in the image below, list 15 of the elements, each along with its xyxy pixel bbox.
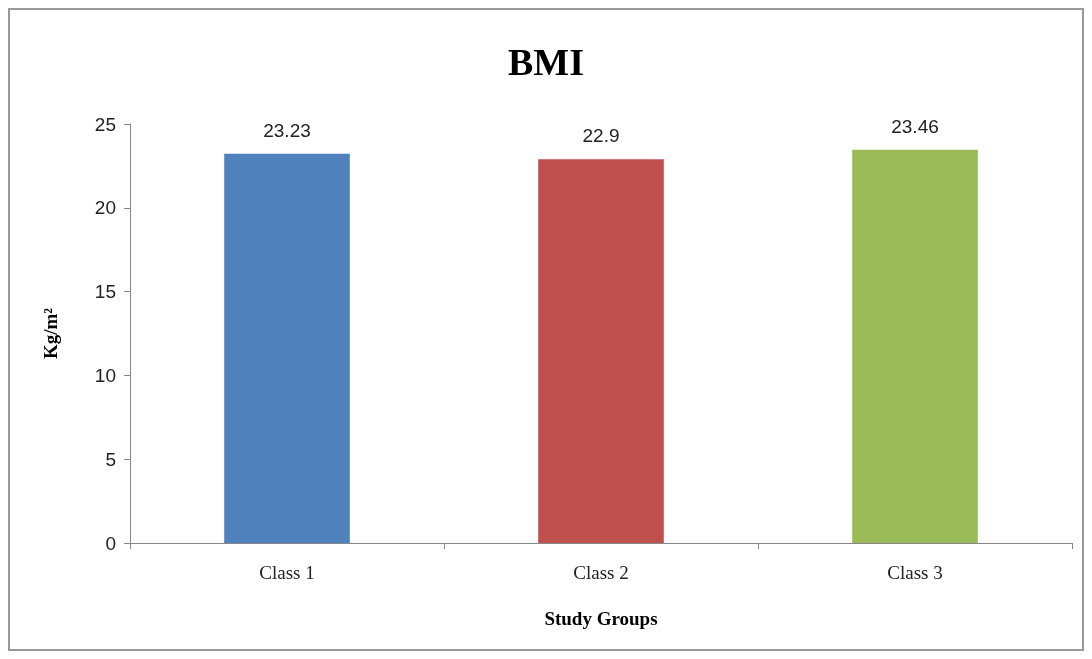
data-label: 22.9 bbox=[582, 125, 620, 147]
x-tick-label: Class 1 bbox=[259, 562, 315, 583]
y-axis-title: Kg/m² bbox=[40, 307, 61, 360]
chart-title: BMI bbox=[508, 41, 584, 83]
y-tick-label: 15 bbox=[94, 281, 116, 303]
x-tick-label: Class 2 bbox=[573, 562, 629, 583]
y-tick-label: 25 bbox=[94, 113, 116, 135]
y-tick-label: 20 bbox=[94, 197, 116, 219]
data-label: 23.46 bbox=[891, 115, 939, 137]
x-tick-label: Class 3 bbox=[887, 562, 943, 583]
x-axis-title: Study Groups bbox=[544, 608, 658, 629]
data-label: 23.23 bbox=[263, 119, 311, 141]
y-tick-label: 10 bbox=[94, 364, 116, 386]
y-tick-label: 0 bbox=[105, 532, 116, 554]
y-tick-label: 5 bbox=[105, 448, 116, 470]
